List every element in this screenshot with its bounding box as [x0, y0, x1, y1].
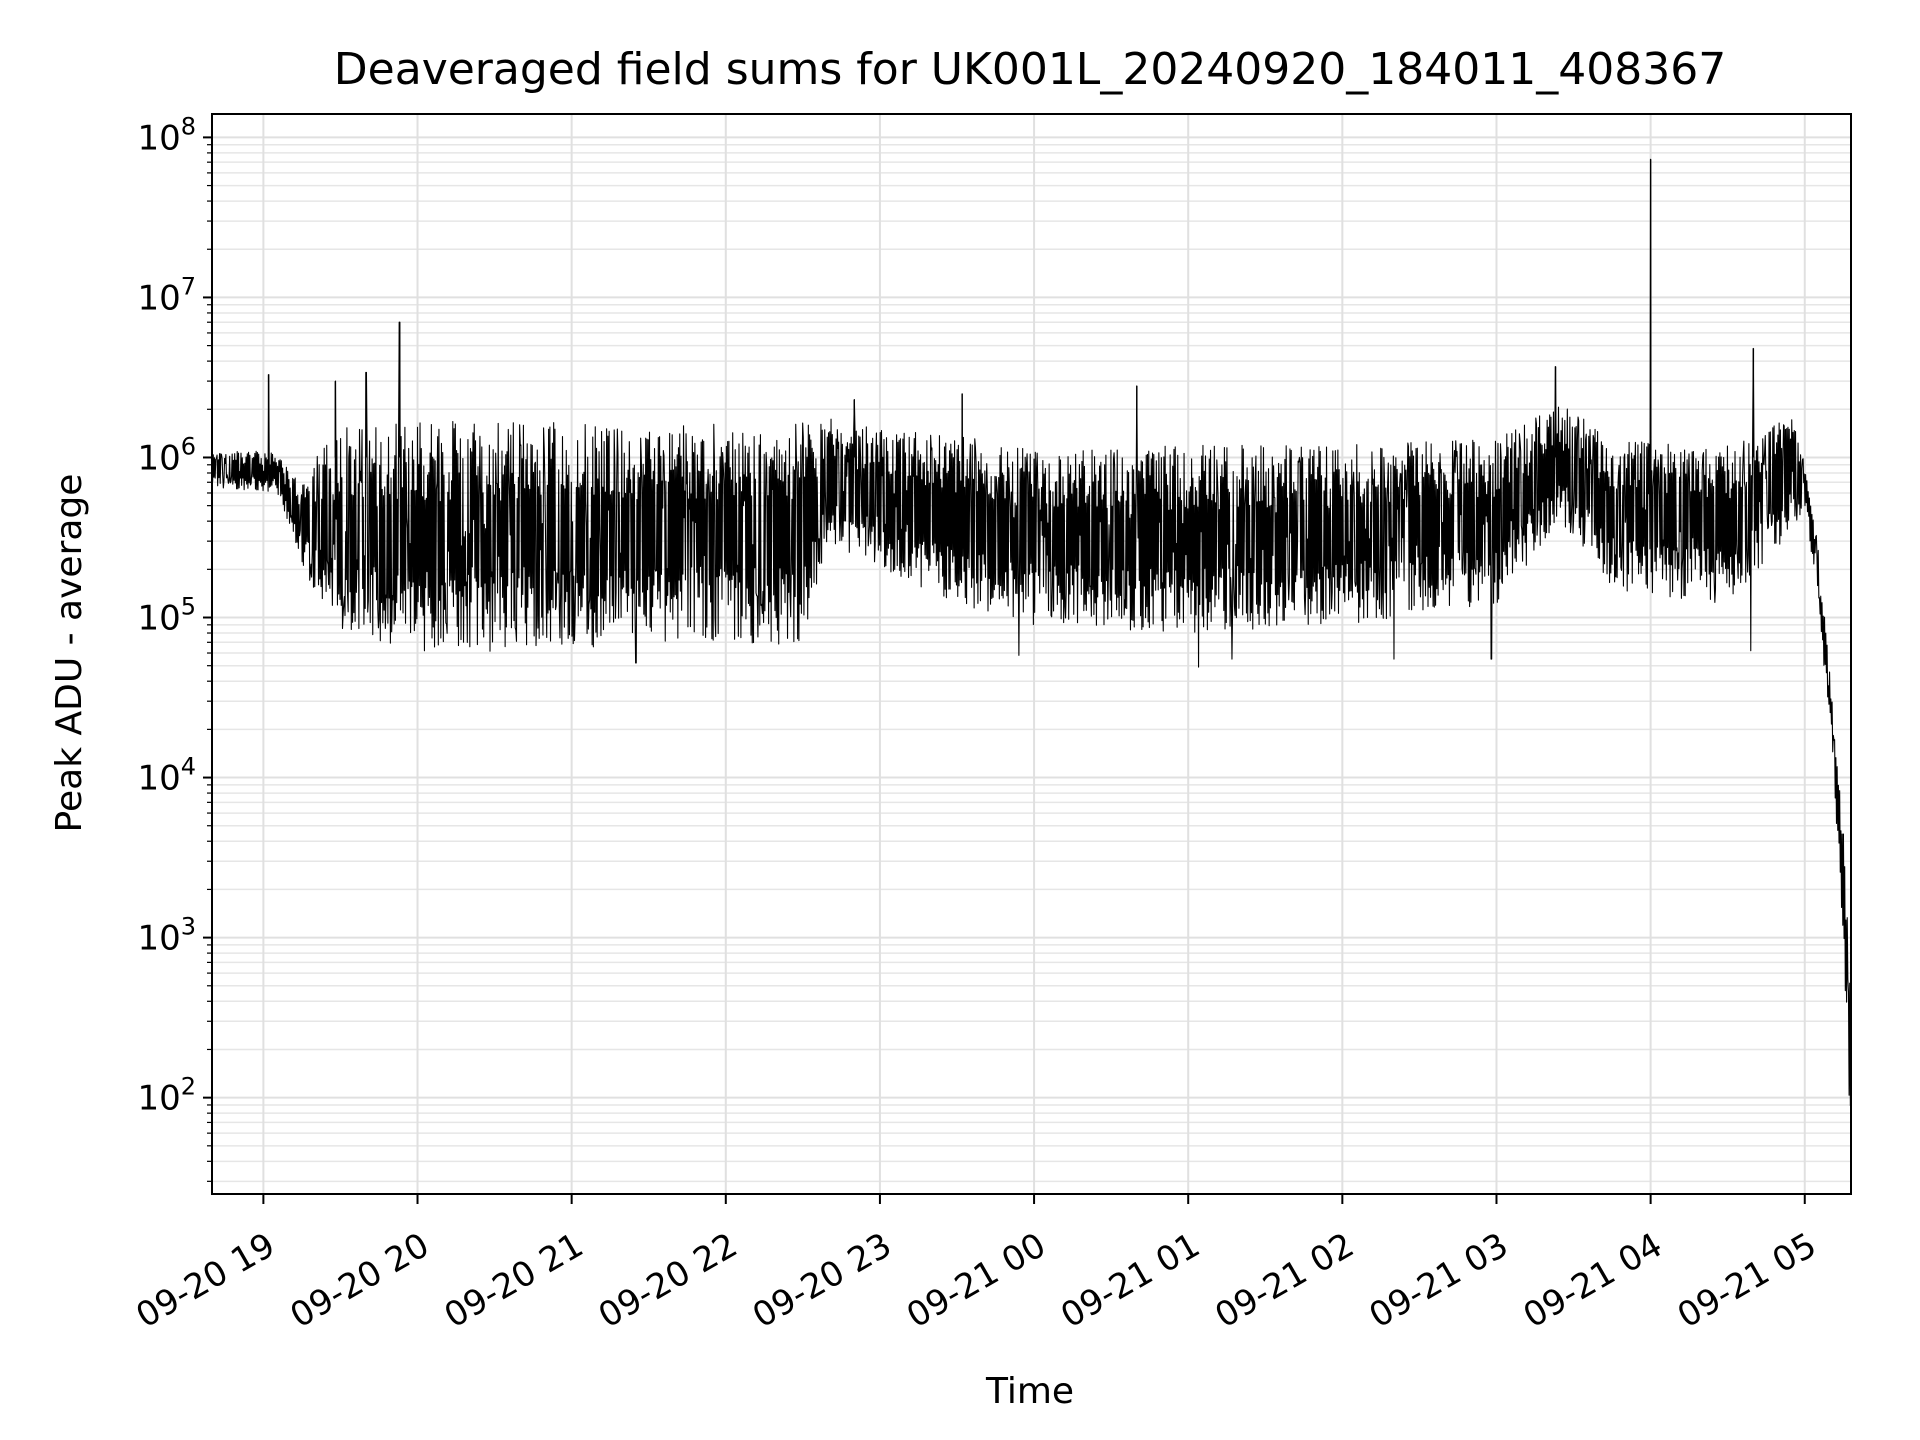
y-tick-label: 104: [137, 753, 196, 799]
x-tick-label: 09-21 00: [900, 1225, 1052, 1336]
x-axis-label: Time: [985, 1371, 1074, 1412]
x-tick-label: 09-20 21: [438, 1225, 590, 1336]
y-tick-label: 102: [137, 1073, 196, 1119]
x-tick-label: 09-21 04: [1517, 1225, 1669, 1336]
y-axis-label: Peak ADU - average: [49, 474, 90, 833]
y-tick-label: 107: [137, 272, 196, 318]
x-tick-label: 09-21 05: [1671, 1225, 1823, 1336]
x-tick-label: 09-20 20: [284, 1225, 436, 1336]
y-axis: 102 103 104 105 106 107 108: [137, 112, 212, 1182]
x-tick-label: 09-20 22: [592, 1225, 744, 1336]
y-tick-label: 106: [137, 432, 196, 478]
data-series-line: [211, 158, 1852, 1107]
y-tick-label: 103: [137, 913, 196, 959]
x-tick-label: 09-21 02: [1208, 1225, 1360, 1336]
gridlines: [212, 114, 1851, 1194]
x-tick-label: 09-21 01: [1054, 1225, 1206, 1336]
x-tick-label: 09-21 03: [1363, 1225, 1515, 1336]
x-axis: 09-20 19 09-20 20 09-20 21 09-20 22 09-20 23…: [129, 1194, 1823, 1336]
chart-title: Deaveraged field sums for UK001L_2024092…: [334, 44, 1726, 95]
x-tick-label: 09-20 23: [746, 1225, 898, 1336]
y-tick-label: 105: [137, 593, 196, 639]
y-tick-label: 108: [137, 112, 196, 158]
x-tick-label: 09-20 19: [129, 1225, 281, 1336]
series-layer: [211, 158, 1852, 1107]
plot-area-frame: [211, 113, 1852, 1195]
